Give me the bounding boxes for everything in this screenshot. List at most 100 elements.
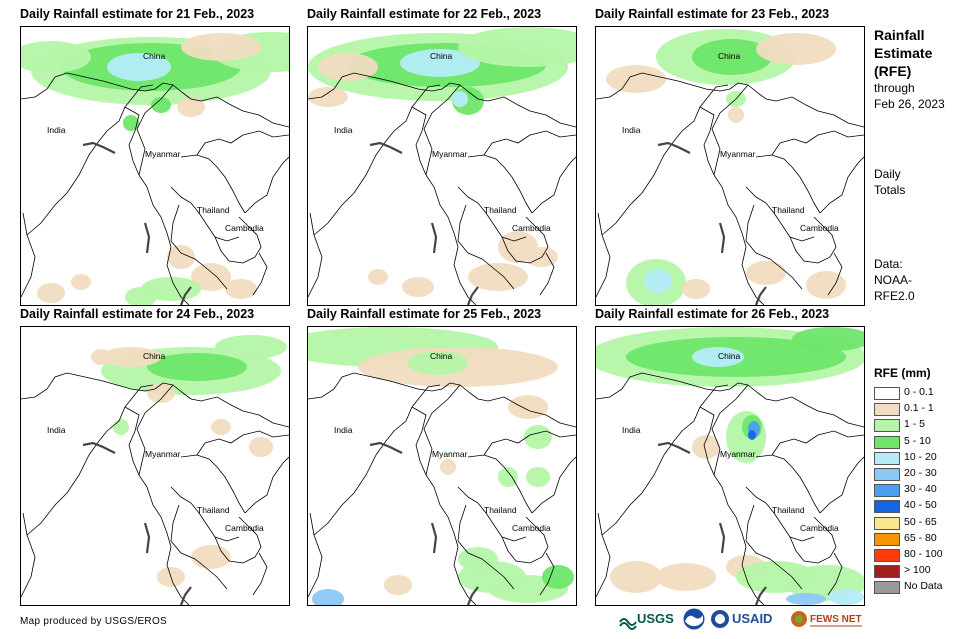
country-border bbox=[699, 406, 715, 476]
coastline bbox=[466, 586, 479, 605]
panel-title: Daily Rainfall estimate for 21 Feb., 202… bbox=[20, 7, 255, 21]
country-border bbox=[501, 516, 549, 564]
country-border bbox=[313, 396, 421, 536]
legend-label: 80 - 100 bbox=[904, 548, 943, 560]
rainfall-patch bbox=[147, 383, 175, 403]
coastline bbox=[430, 522, 438, 554]
rainfall-patch bbox=[225, 279, 257, 299]
map-svg bbox=[596, 29, 864, 305]
rainfall-map: China India Myanmar Thailand Cambodia bbox=[595, 326, 865, 606]
country-border bbox=[244, 456, 289, 514]
svg-text:USAID: USAID bbox=[732, 611, 772, 626]
country-border bbox=[771, 130, 864, 156]
place-label-thailand: Thailand bbox=[484, 505, 517, 515]
country-border bbox=[180, 454, 246, 514]
daily-label: Daily bbox=[874, 167, 901, 181]
rainfall-patch bbox=[125, 287, 157, 305]
rainfall-patch bbox=[312, 589, 344, 605]
country-border bbox=[419, 384, 441, 398]
legend-swatch bbox=[874, 419, 900, 433]
place-label-myanmar: Myanmar bbox=[720, 449, 756, 459]
place-label-thailand: Thailand bbox=[484, 205, 517, 215]
legend-label: No Data bbox=[904, 580, 943, 593]
rainfall-patch bbox=[249, 437, 273, 457]
place-label-myanmar: Myanmar bbox=[145, 449, 181, 459]
country-border bbox=[819, 456, 864, 514]
country-border bbox=[138, 174, 172, 248]
coastline bbox=[466, 286, 479, 305]
panel-title: Daily Rainfall estimate for 24 Feb., 202… bbox=[20, 307, 255, 321]
rainfall-patch bbox=[692, 347, 744, 367]
place-label-china: China bbox=[143, 351, 166, 361]
side-title-line: Estimate bbox=[874, 45, 933, 61]
country-border bbox=[707, 84, 729, 98]
country-border bbox=[124, 406, 140, 476]
rainfall-patch bbox=[692, 435, 720, 459]
rainfall-patch bbox=[101, 347, 161, 367]
side-title-line: Rainfall bbox=[874, 27, 925, 43]
country-border bbox=[411, 106, 427, 176]
panel-title: Daily Rainfall estimate for 22 Feb., 202… bbox=[307, 7, 542, 21]
usgs-logo: USGS bbox=[618, 606, 680, 632]
rainfall-map: China India Myanmar Thailand Cambodia bbox=[20, 326, 290, 606]
coastline bbox=[179, 286, 192, 305]
country-border bbox=[459, 84, 576, 128]
rainfall-patch bbox=[756, 33, 836, 65]
rainfall-patch bbox=[107, 53, 171, 81]
legend-swatch bbox=[874, 549, 900, 562]
country-border bbox=[771, 430, 864, 456]
country-border bbox=[755, 454, 821, 514]
country-border bbox=[252, 252, 268, 296]
country-border bbox=[214, 216, 262, 264]
rainfall-patch bbox=[606, 65, 666, 93]
country-border bbox=[138, 474, 172, 548]
legend-label: 0 - 0.1 bbox=[904, 386, 934, 398]
rainfall-patch bbox=[177, 97, 205, 117]
country-border bbox=[789, 516, 837, 564]
rainfall-patch bbox=[468, 263, 528, 291]
country-border bbox=[699, 106, 715, 176]
rainfall-patch bbox=[37, 283, 65, 303]
legend-swatch bbox=[874, 387, 900, 400]
place-label-myanmar: Myanmar bbox=[432, 149, 468, 159]
rainfall-patch bbox=[692, 39, 772, 75]
legend-label: 20 - 30 bbox=[904, 467, 937, 479]
coastline bbox=[143, 522, 151, 554]
place-label-india: India bbox=[334, 425, 353, 435]
noaa-logo bbox=[682, 606, 706, 632]
place-label-thailand: Thailand bbox=[772, 505, 805, 515]
place-label-thailand: Thailand bbox=[772, 205, 805, 215]
country-border bbox=[827, 552, 843, 596]
place-label-myanmar: Myanmar bbox=[432, 449, 468, 459]
country-border bbox=[136, 84, 174, 176]
country-border bbox=[596, 512, 611, 598]
country-border bbox=[172, 84, 289, 128]
country-border bbox=[196, 130, 289, 156]
rainfall-patch bbox=[746, 261, 786, 285]
country-border bbox=[21, 512, 36, 598]
panel-title: Daily Rainfall estimate for 26 Feb., 202… bbox=[595, 307, 830, 321]
country-border bbox=[711, 84, 749, 176]
country-border bbox=[747, 384, 864, 428]
country-border bbox=[170, 204, 228, 290]
place-label-china: China bbox=[143, 51, 166, 61]
side-title-line: (RFE) bbox=[874, 63, 912, 79]
country-border bbox=[21, 372, 174, 400]
country-border bbox=[711, 384, 749, 476]
country-border bbox=[596, 72, 749, 100]
coastline bbox=[657, 441, 691, 454]
coastline bbox=[754, 586, 767, 605]
rainfall-patch bbox=[452, 91, 468, 107]
legend-swatch bbox=[874, 403, 900, 417]
rainfall-patch bbox=[408, 351, 468, 375]
rainfall-patch bbox=[384, 575, 412, 595]
country-border bbox=[827, 252, 843, 296]
data-source-line: NOAA- bbox=[874, 273, 913, 287]
rainfall-patch bbox=[498, 467, 518, 487]
legend-label: 50 - 65 bbox=[904, 515, 937, 528]
country-border bbox=[745, 486, 815, 542]
country-border bbox=[789, 216, 837, 264]
country-border bbox=[308, 512, 323, 598]
rainfall-patch bbox=[215, 335, 287, 359]
map-credit: Map produced by USGS/EROS bbox=[20, 616, 168, 627]
